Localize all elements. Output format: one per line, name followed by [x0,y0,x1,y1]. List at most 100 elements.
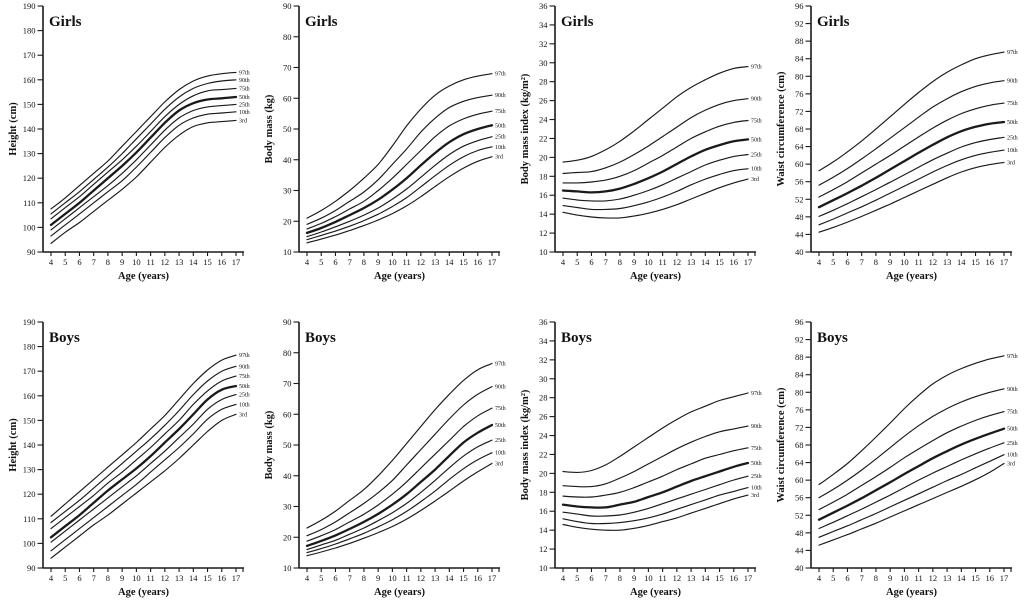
percentile-curve-50th [561,461,750,509]
percentile-label-75th: 75th [495,406,506,412]
chart-group-title: Girls [305,14,338,30]
plot-boys-bmi: 10 12 14 16 18 20 22 24 26 28 30 32 34 36 4 5 6 7 8 9 10 11 12… [520,317,762,598]
x-tick-label: 15 [459,257,468,267]
chart-boys-height: 90 100 110 120 130 140 150 160 170 180 190 4 5 6 7 8 9 10… [0,300,256,601]
x-axis-title: Age (years) [886,271,938,282]
x-tick-label: 10 [132,573,141,583]
x-tick-label: 17 [744,573,753,583]
x-tick-label: 10 [644,573,653,583]
y-axis-title: Body mass index (kg/m²) [520,73,531,184]
percentile-curve-50th [305,124,494,235]
percentile-curve-75th [818,411,1005,511]
percentile-curve-97th [818,355,1005,486]
y-tick-label: 140 [23,124,36,134]
percentile-curve-25th [562,153,749,202]
percentile-curve-90th [818,388,1005,499]
x-tick-label: 8 [618,257,622,267]
x-tick-label: 15 [203,257,212,267]
x-tick-label: 8 [362,257,366,267]
x-axis-title: Age (years) [630,271,682,282]
x-tick-label: 13 [687,573,696,583]
percentile-curve-90th [306,94,493,225]
percentile-label-25th: 25th [751,474,762,480]
plot-boys-height: 90 100 110 120 130 140 150 160 170 180 190 4 5 6 7 8 9 10… [8,317,250,598]
x-tick-label: 13 [943,257,952,267]
x-tick-label: 12 [417,573,426,583]
percentile-label-97th: 97th [239,70,250,76]
y-tick-label: 92 [795,19,804,29]
y-tick-label: 64 [795,458,804,468]
y-tick-label: 64 [795,142,804,152]
y-tick-label: 130 [23,149,36,159]
percentile-label-50th: 50th [1007,120,1018,126]
x-tick-label: 17 [488,257,497,267]
x-tick-label: 9 [120,257,124,267]
y-tick-label: 96 [795,1,804,11]
y-tick-label: 24 [539,431,548,441]
x-tick-label: 11 [147,573,155,583]
x-tick-label: 12 [929,573,938,583]
y-tick-label: 34 [539,336,548,346]
chart-girls-height: 90 100 110 120 130 140 150 160 170 180 190 4 5 6 7 8 9 10… [0,0,256,300]
chart-group-title: Boys [561,330,592,346]
y-axis-title: Body mass (kg) [264,410,275,479]
x-tick-label: 10 [644,257,653,267]
y-tick-label: 180 [23,342,36,352]
y-tick-label: 160 [23,391,36,401]
y-tick-label: 180 [23,26,36,36]
y-tick-label: 88 [795,352,804,362]
x-tick-label: 10 [388,573,397,583]
percentile-label-10th: 10th [751,167,762,173]
y-tick-label: 170 [23,50,36,60]
x-axis-title: Age (years) [630,587,682,598]
percentile-label-90th: 90th [239,78,250,84]
y-tick-label: 26 [539,96,548,106]
x-tick-label: 7 [860,573,864,583]
y-tick-label: 40 [283,471,292,481]
y-tick-label: 120 [23,173,36,183]
y-tick-label: 40 [795,563,804,573]
percentile-curve-97th [562,392,749,474]
y-tick-label: 30 [283,186,292,196]
chart-boys-waist: 40 44 48 52 56 60 64 68 72 76 80 84 88 92 96 4 5 6 7 8 9 10 11… [768,300,1024,601]
percentile-curve-3rd [818,462,1005,546]
y-tick-label: 190 [23,1,36,11]
percentile-label-97th: 97th [495,72,506,78]
percentile-curve-50th [561,138,750,194]
x-tick-label: 6 [77,257,81,267]
x-tick-label: 8 [618,573,622,583]
percentile-label-25th: 25th [239,102,250,108]
percentile-curve-3rd [818,161,1005,233]
x-tick-label: 12 [929,257,938,267]
percentile-curve-25th [306,439,493,551]
x-tick-label: 12 [417,257,426,267]
y-tick-label: 160 [23,75,36,85]
x-tick-label: 15 [971,573,980,583]
percentile-label-75th: 75th [1007,101,1018,107]
y-tick-label: 44 [795,229,804,239]
percentile-label-50th: 50th [751,137,762,143]
percentile-label-75th: 75th [495,109,506,115]
x-tick-label: 9 [120,573,124,583]
percentile-curve-90th [562,425,749,488]
x-tick-label: 15 [715,257,724,267]
x-tick-label: 6 [589,257,593,267]
x-tick-label: 14 [957,573,966,583]
x-tick-label: 16 [218,573,227,583]
percentile-curve-25th [818,442,1005,530]
y-tick-label: 56 [795,177,804,187]
x-tick-label: 13 [943,573,952,583]
percentile-label-25th: 25th [751,153,762,159]
y-tick-label: 190 [23,317,36,327]
x-tick-label: 17 [488,573,497,583]
y-tick-label: 30 [539,374,548,384]
y-tick-label: 90 [27,247,36,257]
percentile-curve-3rd [306,156,493,244]
percentile-curve-3rd [562,178,749,219]
y-tick-label: 12 [539,228,548,238]
percentile-label-97th: 97th [1007,50,1018,56]
percentile-label-10th: 10th [1007,148,1018,154]
y-tick-label: 18 [539,171,548,181]
y-tick-label: 96 [795,317,804,327]
